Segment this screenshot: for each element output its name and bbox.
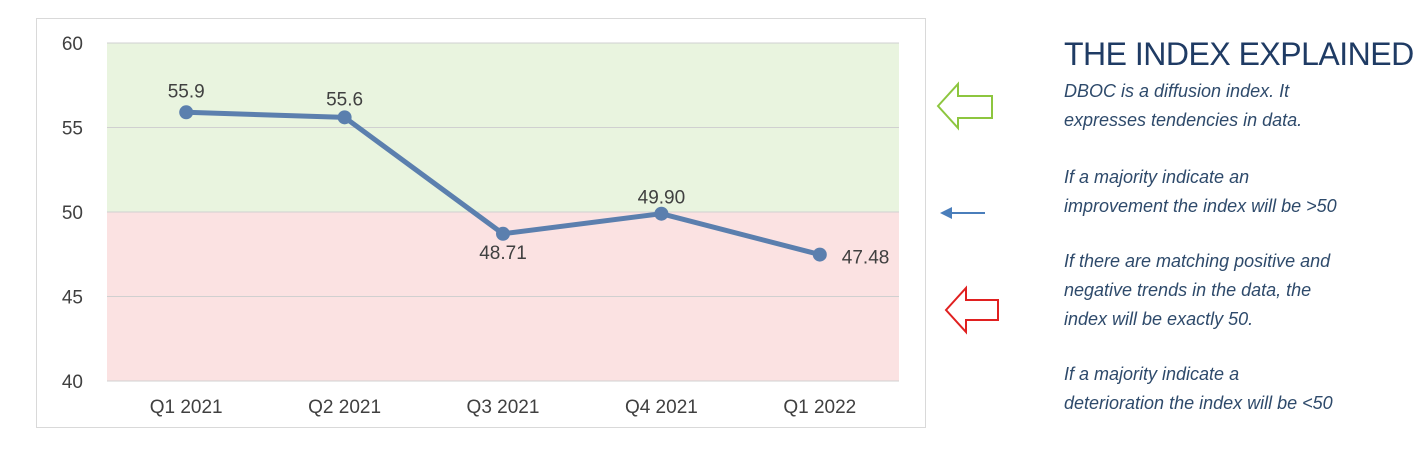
improvement-arrow-icon bbox=[936, 81, 993, 131]
y-tick-label: 60 bbox=[62, 34, 83, 55]
data-point bbox=[337, 110, 352, 125]
explainer-line: improvement the index will be >50 bbox=[1064, 196, 1337, 216]
series-line bbox=[179, 105, 827, 262]
deterioration-arrow-icon bbox=[944, 285, 999, 335]
x-tick-label: Q2 2021 bbox=[308, 397, 381, 418]
chart-gridlines bbox=[107, 42, 899, 382]
data-point bbox=[654, 206, 669, 221]
x-tick-label: Q3 2021 bbox=[467, 397, 540, 418]
y-tick-label: 55 bbox=[62, 119, 83, 140]
y-tick-label: 45 bbox=[62, 288, 83, 309]
data-label: 47.48 bbox=[842, 248, 890, 269]
explainer-line: DBOC is a diffusion index. It bbox=[1064, 81, 1290, 101]
explainer-line: expresses tendencies in data. bbox=[1064, 110, 1303, 130]
explainer-line: If a majority indicate an bbox=[1064, 167, 1250, 187]
data-label: 55.6 bbox=[326, 89, 363, 110]
data-labels: 55.9 55.6 48.71 49.90 47.48 bbox=[168, 81, 890, 268]
explainer-title: THE INDEX EXPLAINED bbox=[1064, 36, 1414, 72]
data-label: 55.9 bbox=[168, 81, 205, 102]
explainer-paragraph: DBOC is a diffusion index. It expresses t… bbox=[1064, 77, 1414, 135]
explainer-paragraph: If a majority indicate a deterioration th… bbox=[1064, 360, 1414, 418]
explainer-line: If a majority indicate a bbox=[1064, 364, 1240, 384]
x-axis: Q1 2021 Q2 2021 Q3 2021 Q4 2021 Q1 2022 bbox=[150, 397, 857, 418]
data-point bbox=[812, 247, 827, 262]
indicator-arrows bbox=[930, 0, 1020, 450]
explainer-line: negative trends in the data, the bbox=[1064, 280, 1312, 300]
data-label: 49.90 bbox=[638, 188, 686, 209]
x-tick-label: Q4 2021 bbox=[625, 397, 698, 418]
neutral-arrow-icon bbox=[940, 207, 985, 219]
data-label: 48.71 bbox=[479, 243, 527, 264]
y-tick-label: 40 bbox=[62, 372, 83, 393]
explainer-paragraph: If a majority indicate an improvement the… bbox=[1064, 163, 1414, 221]
x-tick-label: Q1 2022 bbox=[783, 397, 856, 418]
index-explainer: THE INDEX EXPLAINED DBOC is a diffusion … bbox=[1064, 36, 1414, 444]
explainer-line: If there are matching positive and bbox=[1064, 251, 1331, 271]
explainer-line: deterioration the index will be <50 bbox=[1064, 393, 1333, 413]
y-axis: 40 45 50 55 60 bbox=[62, 34, 83, 393]
y-tick-label: 50 bbox=[62, 203, 83, 224]
data-point bbox=[179, 105, 194, 120]
data-point bbox=[496, 226, 510, 241]
x-tick-label: Q1 2021 bbox=[150, 397, 223, 418]
explainer-paragraph: If there are matching positive and negati… bbox=[1064, 247, 1414, 334]
chart-frame: 40 45 50 55 60 Q1 2021 Q2 2021 Q3 2021 Q4 2021 Q… bbox=[36, 18, 926, 428]
explainer-line: index will be exactly 50. bbox=[1064, 309, 1254, 329]
